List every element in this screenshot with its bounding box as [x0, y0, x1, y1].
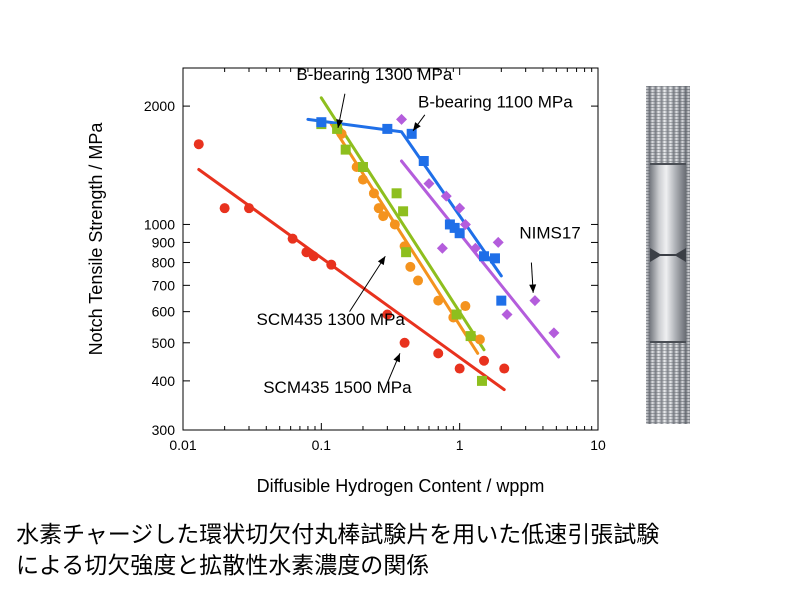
annotation-arrowhead: [377, 256, 386, 266]
data-point: [449, 222, 460, 233]
data-point: [454, 202, 466, 214]
data-point: [389, 219, 400, 230]
data-point: [501, 309, 513, 321]
data-point: [378, 211, 389, 222]
axis-tick-labels: 0.01 0.1 1 10 300 400 500 600 700 800 900 1000 2000: [144, 98, 606, 453]
x-tick-label: 1: [456, 437, 464, 453]
y-tick-label: 800: [152, 255, 176, 271]
annotation-label: B-bearing 1300 MPa: [296, 65, 452, 84]
data-point: [474, 334, 485, 345]
data-point: [459, 218, 471, 230]
caption: 水素チャージした環状切欠付丸棒試験片を用いた低速引張試験 による切欠強度と拡散性…: [16, 520, 796, 582]
data-point: [436, 242, 448, 254]
series-annotations: B-bearing 1300 MPa B-bearing 1100 MPa NIMS…: [257, 65, 581, 397]
data-point: [219, 203, 230, 214]
y-tick-label: 900: [152, 234, 176, 250]
y-tick-label: 300: [152, 422, 176, 438]
y-tick-label: 400: [152, 373, 176, 389]
data-point: [492, 236, 504, 248]
data-point: [548, 327, 560, 339]
data-point: [368, 188, 379, 199]
plot-frame: [182, 67, 599, 431]
annotation-arrowhead: [413, 122, 421, 131]
data-point: [413, 275, 424, 286]
data-point: [433, 295, 444, 306]
data-point: [489, 253, 500, 264]
data-point: [496, 295, 507, 306]
data-point: [405, 261, 416, 272]
annotation-arrow: [349, 255, 386, 312]
fit-line: [197, 168, 506, 392]
x-tick-label: 0.01: [169, 437, 196, 453]
y-axis-label: Notch Tensile Strength / MPa: [86, 122, 106, 356]
data-point: [406, 128, 417, 139]
x-tick-label: 10: [590, 437, 606, 453]
data-point: [193, 139, 204, 150]
data-point: [454, 228, 465, 239]
data-point: [433, 348, 444, 359]
data-point: [465, 331, 476, 342]
data-point: [244, 203, 255, 214]
data-point: [418, 156, 429, 167]
data-point: [287, 233, 298, 244]
data-point: [399, 337, 410, 348]
caption-line-1: 水素チャージした環状切欠付丸棒試験片を用いた低速引張試験: [16, 522, 660, 548]
data-point: [529, 295, 541, 307]
data-point: [454, 363, 465, 374]
annotation-arrowhead: [336, 119, 344, 128]
y-tick-label: 500: [152, 335, 176, 351]
data-point: [332, 123, 343, 134]
data-point: [451, 309, 462, 320]
data-point: [398, 206, 409, 217]
annotation-label: SCM435 1500 MPa: [263, 378, 412, 397]
y-tick-label: 700: [152, 277, 176, 293]
y-tick-label: 1000: [144, 216, 175, 232]
data-point: [316, 117, 327, 128]
annotation-label: SCM435 1300 MPa: [257, 310, 406, 329]
specimen-photo: [646, 86, 690, 424]
data-point: [326, 259, 337, 270]
data-point: [308, 251, 319, 262]
fit-lines: [197, 96, 561, 392]
caption-line-2: による切欠強度と拡散性水素濃度の関係: [16, 553, 430, 579]
y-tick-label: 2000: [144, 98, 175, 114]
data-point: [357, 161, 368, 172]
data-point: [382, 123, 393, 134]
data-point: [373, 203, 384, 214]
data-point: [396, 113, 408, 125]
data-point: [479, 355, 490, 366]
data-point: [340, 144, 351, 155]
annotation-arrowhead: [529, 284, 537, 293]
data-point: [469, 242, 481, 254]
data-point: [401, 247, 412, 258]
data-point: [460, 301, 471, 312]
data-point: [499, 363, 510, 374]
data-point: [440, 190, 452, 202]
annotation-arrowhead: [393, 353, 400, 363]
data-point: [479, 251, 490, 262]
data-point: [423, 178, 435, 190]
y-tick-label: 600: [152, 304, 176, 320]
x-tick-label: 0.1: [312, 437, 332, 453]
x-axis-label: Diffusible Hydrogen Content / wppm: [257, 476, 545, 496]
data-point: [391, 188, 402, 199]
data-points: [193, 113, 560, 386]
data-point: [476, 375, 487, 386]
annotation-label: NIMS17: [519, 224, 580, 243]
data-point: [357, 174, 368, 185]
axis-ticks: [182, 68, 599, 431]
data-point: [382, 309, 393, 320]
fit-line: [319, 96, 486, 352]
annotation-label: B-bearing 1100 MPa: [418, 92, 573, 111]
